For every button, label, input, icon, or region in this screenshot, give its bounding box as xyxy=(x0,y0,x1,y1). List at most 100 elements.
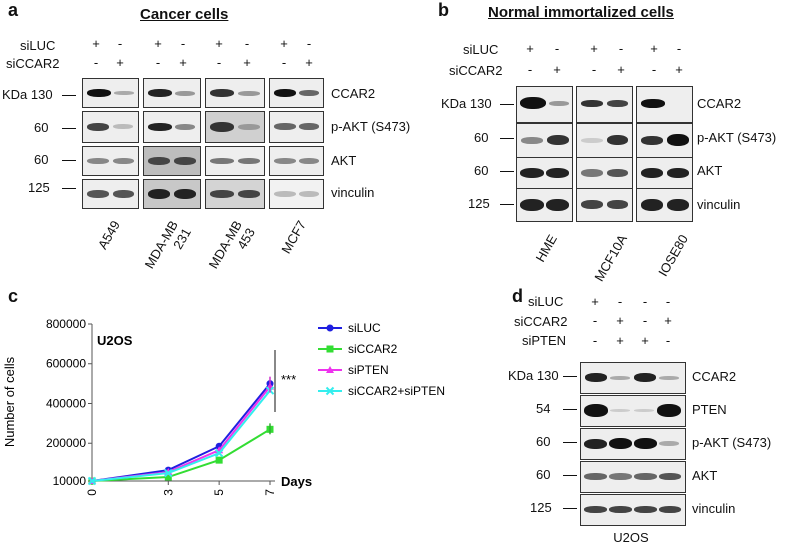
band xyxy=(113,190,134,198)
y-tick-label: 800000 xyxy=(46,317,86,331)
panel-d-cell-line-label: U2OS xyxy=(613,530,649,545)
panel-a-row-label-siluc: siLUC xyxy=(20,38,56,53)
band xyxy=(584,404,608,417)
legend-label: siLUC xyxy=(348,321,381,335)
chart-inset-title: U2OS xyxy=(97,333,133,348)
panel-d-protein-label: PTEN xyxy=(692,402,727,417)
panel-d-mw-tick xyxy=(563,508,577,509)
panel-d-sign: + xyxy=(664,313,672,328)
band xyxy=(547,135,569,145)
panel-d-sign: - xyxy=(592,313,598,328)
panel-a-sign: - xyxy=(244,36,250,51)
significance-stars: *** xyxy=(281,372,296,387)
panel-d-letter: d xyxy=(512,286,523,306)
band xyxy=(546,199,569,211)
panel-b-mw-tick xyxy=(500,104,514,105)
panel-a-sign: - xyxy=(216,55,222,70)
y-tick-label: 10000 xyxy=(53,474,87,488)
panel-b-sign: - xyxy=(651,62,657,77)
band xyxy=(667,134,689,146)
panel-b-row-label-siccar2: siCCAR2 xyxy=(449,63,503,78)
band xyxy=(174,189,196,199)
panel-b-title: Normal immortalized cells xyxy=(488,4,674,21)
panel-a-sign: + xyxy=(179,55,187,70)
panel-a-mw-label: 60 xyxy=(34,152,49,167)
panel-a-protein-label: p-AKT (S473) xyxy=(331,119,411,134)
cell-line-text: MCF7 xyxy=(278,218,309,257)
blot-a549-vinculin xyxy=(82,179,139,209)
band xyxy=(584,506,607,513)
blot-a549-akt xyxy=(82,146,139,176)
band xyxy=(114,91,134,95)
blot-mcf7-ccar2 xyxy=(269,78,324,108)
panel-d-protein-label: AKT xyxy=(692,468,718,483)
panel-d-sign: + xyxy=(616,313,624,328)
band xyxy=(148,89,172,97)
band xyxy=(659,376,679,380)
x-tick-label: 7 xyxy=(263,489,277,496)
band xyxy=(299,123,319,130)
band xyxy=(641,99,665,108)
panel-b-mw-tick xyxy=(500,171,514,172)
legend-marker xyxy=(326,345,334,353)
panel-b-sign: + xyxy=(650,41,658,56)
band xyxy=(659,473,681,480)
panel-a-mw-tick xyxy=(62,95,76,96)
band xyxy=(87,89,111,97)
panel-a-protein-label: AKT xyxy=(331,153,357,168)
panel-b-letter: b xyxy=(438,0,449,20)
series-line xyxy=(91,385,271,482)
cell-line-label-iose80: IOSE80 xyxy=(655,232,691,279)
blot-mcf7-pakt xyxy=(269,111,324,143)
band xyxy=(634,373,656,382)
panel-d-protein-label: CCAR2 xyxy=(692,369,737,384)
blot-iose80-akt xyxy=(636,157,693,189)
band xyxy=(210,158,234,164)
blot-mdamb453-pakt xyxy=(205,111,265,143)
band xyxy=(581,169,603,177)
panel-a-row-label-siccar2: siCCAR2 xyxy=(6,56,60,71)
band xyxy=(585,373,607,382)
legend-marker xyxy=(326,324,334,332)
panel-a-sign: - xyxy=(306,36,312,51)
panel-b-mw-label: 60 xyxy=(474,130,489,145)
panel-d-sign: + xyxy=(616,333,624,348)
band xyxy=(607,100,628,107)
blot-mcf10a-ccar2 xyxy=(576,86,633,123)
panel-d-sign: - xyxy=(617,294,623,309)
panel-d-mw-tick xyxy=(563,409,577,410)
series-line xyxy=(91,428,271,482)
panel-a-title: Cancer cells xyxy=(140,6,229,23)
blot-mcf10a-vinculin xyxy=(576,188,633,222)
panel-b-mw-label: 60 xyxy=(474,163,489,178)
panel-a-sign: + xyxy=(154,36,162,51)
blot-a549-pakt xyxy=(82,111,139,143)
band xyxy=(238,91,260,96)
y-tick-label: 600000 xyxy=(46,357,86,371)
band xyxy=(641,168,663,178)
band xyxy=(546,168,569,178)
band xyxy=(667,199,689,211)
panel-a-mw-label: 125 xyxy=(28,180,50,195)
x-axis-label: Days xyxy=(281,474,312,489)
panel-a-sign: + xyxy=(215,36,223,51)
band xyxy=(634,438,657,449)
panel-d-mw-label: 54 xyxy=(536,401,551,416)
band xyxy=(549,101,569,106)
blot-mcf7-akt xyxy=(269,146,324,176)
panel-d-sign: - xyxy=(592,333,598,348)
band xyxy=(659,441,679,446)
panel-c-letter: c xyxy=(8,286,19,306)
x-tick-label: 3 xyxy=(161,489,175,496)
panel-d-mw-tick xyxy=(563,442,577,443)
band xyxy=(610,409,630,412)
cell-line-text: A549 xyxy=(94,218,123,252)
panel-b-mw-tick xyxy=(500,204,514,205)
band xyxy=(274,123,296,130)
panel-d-sign: - xyxy=(665,333,671,348)
band xyxy=(607,169,628,177)
panel-b-mw-label: 125 xyxy=(468,196,490,211)
band xyxy=(175,124,195,130)
band xyxy=(274,191,296,197)
band xyxy=(641,136,663,145)
